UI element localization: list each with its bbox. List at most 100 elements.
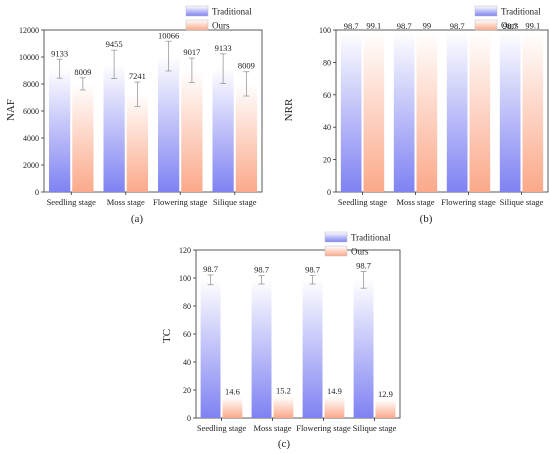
panel-a-data-label: 8009: [74, 67, 91, 77]
panel-a-xtick-label: Moss stage: [107, 197, 145, 207]
panel-c-legend-label: Traditional: [351, 233, 391, 243]
panel-c-data-label: 12.9: [378, 389, 393, 399]
panel-a-bar-traditional: [48, 68, 71, 192]
panel-a-ytick-label: 8000: [23, 80, 39, 89]
panel-c-ylabel: TC: [161, 329, 173, 343]
panel-c-xtick-label: Seedling stage: [197, 423, 247, 433]
panel-b-bar-ours: [522, 31, 544, 192]
panel-a-bar-traditional: [103, 64, 125, 192]
panel-c-legend-swatch: [324, 231, 348, 243]
panel-a-plot: 0 2000 4000 6000 8000 10000 12000 Seedling stag…: [19, 5, 263, 207]
panel-a-ylabel: NAF: [5, 99, 17, 121]
panel-c-label: (c): [278, 438, 291, 450]
panel-b-bar-traditional: [393, 32, 415, 192]
panel-c-bar-traditional: [251, 279, 272, 418]
panel-c-xtick-label: Flowering stage: [296, 423, 351, 433]
panel-c-ytick-label: 100: [179, 274, 191, 283]
panel-b-xtick-label: Silique stage: [500, 197, 544, 207]
panel-b-data-label: 98.7: [397, 21, 412, 31]
panel-a-ytick-label: 4000: [23, 134, 39, 143]
panel-c-bar-ours: [273, 396, 294, 418]
panel-a-data-label: 7241: [129, 71, 146, 81]
panel-c-bar-ours: [375, 399, 396, 418]
panel-a-xtick-label: Flowering stage: [153, 197, 208, 207]
panel-b-bar-ours: [363, 31, 385, 192]
panel-c-data-label: 98.7: [356, 260, 371, 270]
panel-a: 0 2000 4000 6000 8000 10000 12000 Seedling stag…: [5, 5, 263, 225]
panel-b-legend: Traditional Ours: [474, 5, 541, 31]
panel-c-bar-ours: [222, 397, 243, 418]
panel-c-ytick-label: 0: [187, 414, 191, 423]
panel-b-ylabel: NRR: [283, 98, 295, 121]
panel-b-ytick-label: 0: [327, 188, 331, 197]
panel-b-label: (b): [420, 213, 433, 225]
panel-b-legend-label: Ours: [501, 21, 519, 31]
panel-a-bar-ours: [235, 83, 258, 192]
panel-b: 0 20 40 60 80 100 Seedling stage 98.7 99.1 Moss s…: [283, 5, 549, 225]
panel-a-ytick-label: 0: [35, 188, 39, 197]
panel-a-legend-swatch: [185, 5, 209, 17]
panel-c-legend: Traditional Ours: [324, 231, 391, 257]
panel-b-data-label: 98.7: [344, 21, 359, 31]
panel-b-ytick-label: 60: [323, 91, 331, 100]
panel-b-bar-ours: [416, 31, 438, 193]
panel-b-data-label: 99.1: [366, 20, 381, 30]
panel-b-ytick-label: 20: [323, 156, 331, 165]
panel-a-data-label: 10066: [158, 30, 179, 40]
panel-a-ytick-label: 2000: [23, 161, 39, 170]
panel-c-bar-ours: [324, 397, 345, 418]
panel-c: 0 20 40 60 80 100 120 Seedling stage 98.7 14.6 Mos…: [161, 231, 401, 450]
panel-c-ytick-label: 40: [183, 358, 191, 367]
panel-a-data-label: 9455: [106, 39, 123, 49]
panel-b-data-label: 98.7: [503, 21, 518, 31]
panel-c-data-label: 98.7: [203, 264, 218, 274]
panel-c-ytick-label: 20: [183, 386, 191, 395]
panel-a-bar-ours: [72, 83, 94, 192]
panel-c-legend-label: Ours: [351, 247, 369, 257]
panel-b-xtick-label: Seedling stage: [338, 197, 388, 207]
panel-c-xtick-label: Silique stage: [353, 423, 397, 433]
panel-c-data-label: 15.2: [276, 386, 291, 396]
panel-b-frame: [335, 29, 549, 193]
panel-c-plot: 0 20 40 60 80 100 120 Seedling stage 98.7 14.6 Mos…: [179, 231, 401, 433]
panel-b-ytick-label: 100: [319, 26, 331, 35]
panel-a-label: (a): [131, 213, 144, 225]
panel-b-ytick-label: 80: [323, 58, 331, 67]
panel-a-ytick-label: 12000: [19, 26, 39, 35]
panel-a-legend-label: Traditional: [212, 7, 252, 17]
panel-b-data-label: 99.1: [525, 20, 540, 30]
panel-a-bar-ours: [181, 70, 203, 192]
panel-a-bar-traditional: [212, 68, 234, 192]
panel-b-ytick-label: 40: [323, 123, 331, 132]
panel-b-legend-label: Traditional: [501, 7, 541, 17]
panel-a-data-label: 9017: [183, 47, 200, 57]
panel-b-bar-traditional: [340, 32, 362, 192]
panel-a-xtick-label: Seedling stage: [47, 197, 97, 207]
panel-b-data-label: 98.7: [450, 21, 465, 31]
panel-c-data-label: 98.7: [305, 265, 320, 275]
panel-b-xtick-label: Flowering stage: [441, 197, 496, 207]
panel-a-xtick-label: Silique stage: [213, 197, 257, 207]
panel-c-bar-traditional: [302, 279, 323, 418]
panel-b-xtick-label: Moss stage: [396, 197, 434, 207]
panel-a-data-label: 9133: [51, 48, 68, 58]
panel-c-ytick-label: 120: [179, 246, 191, 255]
panel-b-bar-traditional: [499, 32, 521, 192]
panel-c-xtick-label: Moss stage: [253, 423, 291, 433]
panel-b-bar-ours: [469, 31, 491, 193]
panel-b-legend-swatch: [474, 5, 498, 17]
panel-c-bar-traditional: [353, 279, 374, 418]
panel-a-ytick-label: 6000: [23, 107, 39, 116]
panel-a-data-label: 8009: [238, 61, 255, 71]
panel-a-bar-ours: [126, 94, 149, 192]
panel-c-data-label: 14.9: [327, 386, 342, 396]
panel-c-ytick-label: 80: [183, 302, 191, 311]
panel-c-data-label: 14.6: [225, 387, 240, 397]
panel-c-data-label: 98.7: [254, 265, 269, 275]
panel-a-legend-label: Ours: [212, 21, 230, 31]
panel-b-bar-traditional: [446, 32, 468, 192]
panel-a-bar-traditional: [157, 56, 180, 192]
panel-b-data-label: 99: [423, 21, 432, 31]
panel-b-legend-swatch: [474, 19, 498, 31]
